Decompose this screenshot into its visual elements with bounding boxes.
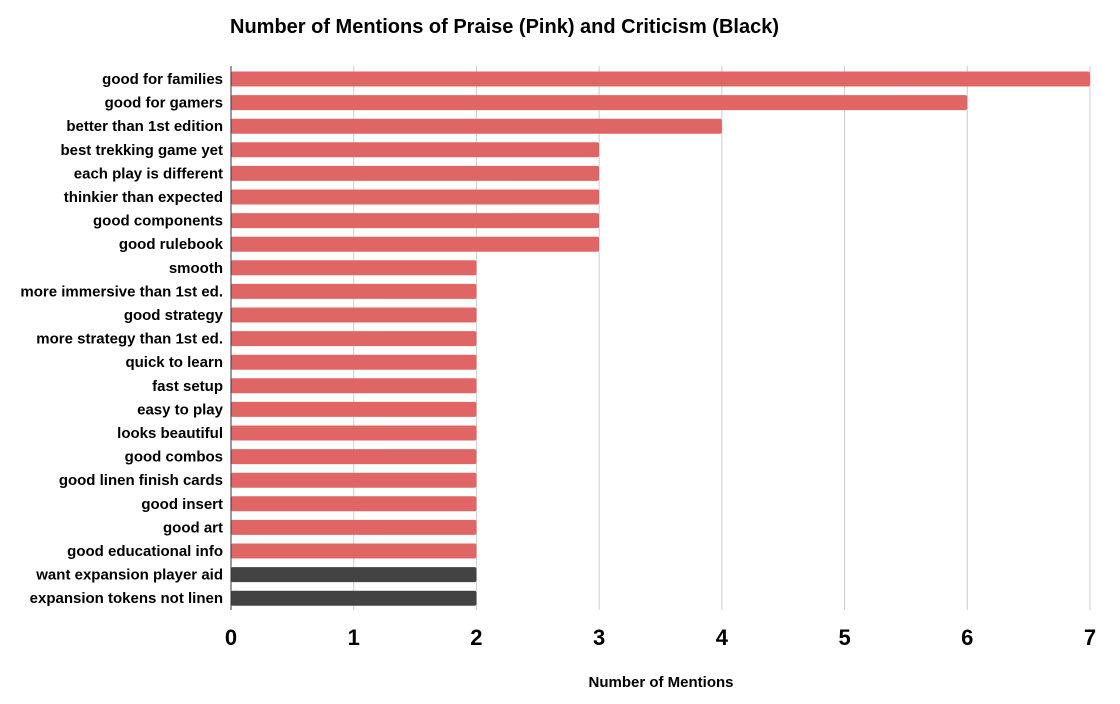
category-label: want expansion player aid [35, 567, 223, 584]
bar-praise [231, 331, 477, 347]
x-tick-label: 5 [838, 625, 850, 650]
category-label: good rulebook [119, 236, 224, 253]
category-label: good components [93, 213, 223, 230]
category-label: good strategy [124, 307, 224, 324]
bar-praise [231, 283, 477, 299]
bar-praise [231, 236, 600, 252]
category-label: easy to play [137, 401, 224, 418]
bar-praise [231, 165, 600, 181]
bar-criticism [231, 567, 477, 583]
x-axis-title: Number of Mentions [589, 674, 734, 691]
bar-praise [231, 118, 722, 134]
category-label: better than 1st edition [66, 118, 223, 135]
x-tick-label: 2 [470, 625, 482, 650]
category-label: fast setup [152, 378, 223, 395]
category-label: quick to learn [125, 354, 223, 371]
category-label: good art [163, 519, 223, 536]
x-tick-label: 0 [225, 625, 237, 650]
bar-praise [231, 142, 600, 158]
bar-praise [231, 472, 477, 488]
bar-praise [231, 71, 1090, 87]
category-label: more strategy than 1st ed. [36, 331, 223, 348]
x-tick-label: 1 [348, 625, 360, 650]
category-label: good combos [125, 449, 223, 466]
category-label: good for gamers [105, 95, 223, 112]
category-label: best trekking game yet [60, 142, 223, 159]
chart-title: Number of Mentions of Praise (Pink) and … [230, 16, 779, 38]
bar-praise [231, 354, 477, 370]
bar-praise [231, 307, 477, 323]
bar-praise [231, 260, 477, 276]
category-label: thinkier than expected [64, 189, 223, 206]
category-label: good educational info [67, 543, 223, 560]
bar-praise [231, 425, 477, 441]
bars [231, 71, 1090, 606]
bar-praise [231, 496, 477, 512]
bar-praise [231, 213, 600, 229]
category-label: more immersive than 1st ed. [20, 283, 223, 300]
category-label: smooth [169, 260, 223, 277]
category-label: good insert [141, 496, 223, 513]
category-label: expansion tokens not linen [30, 590, 223, 607]
category-label: good linen finish cards [59, 472, 223, 489]
bar-praise [231, 378, 477, 394]
x-tick-label: 4 [716, 625, 729, 650]
category-labels: good for families good for gamers better t… [20, 71, 223, 607]
bar-praise [231, 189, 600, 205]
x-tick-label: 6 [961, 625, 973, 650]
bar-criticism [231, 590, 477, 606]
x-tick-label: 7 [1084, 625, 1096, 650]
bar-praise [231, 519, 477, 535]
category-label: each play is different [74, 165, 223, 182]
x-tick-label: 3 [593, 625, 605, 650]
bar-praise [231, 449, 477, 465]
bar-praise [231, 95, 968, 111]
bar-praise [231, 543, 477, 559]
x-tick-labels: 0 1 2 3 4 5 6 7 [225, 625, 1096, 650]
category-label: good for families [102, 71, 223, 88]
category-label: looks beautiful [117, 425, 223, 442]
bar-praise [231, 401, 477, 417]
